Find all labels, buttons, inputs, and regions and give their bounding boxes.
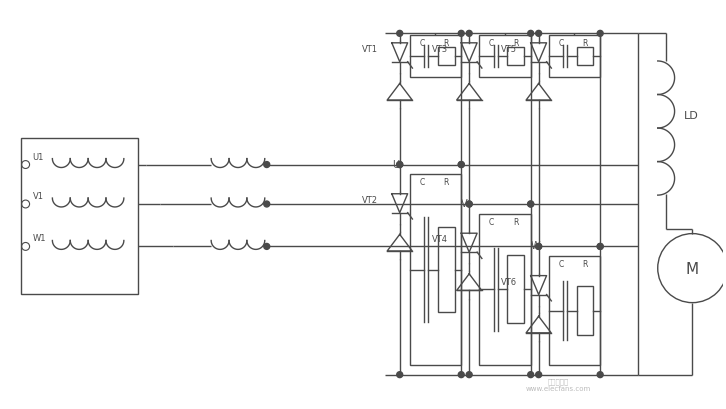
Text: V1: V1 <box>33 191 44 200</box>
Circle shape <box>458 162 464 168</box>
Text: C: C <box>420 178 425 187</box>
Circle shape <box>597 244 603 250</box>
Text: R: R <box>444 39 449 48</box>
Circle shape <box>396 372 403 378</box>
Bar <box>479 36 531 78</box>
Bar <box>438 47 454 66</box>
Circle shape <box>536 244 542 250</box>
Text: U1: U1 <box>33 152 44 161</box>
Text: VT3: VT3 <box>431 45 448 54</box>
Text: VT5: VT5 <box>501 45 517 54</box>
Circle shape <box>264 162 270 168</box>
Text: VT1: VT1 <box>362 45 378 54</box>
Circle shape <box>466 202 472 207</box>
Text: VT4: VT4 <box>431 234 447 243</box>
Text: U: U <box>392 159 399 169</box>
Circle shape <box>528 372 534 378</box>
Circle shape <box>536 31 542 37</box>
Circle shape <box>396 31 403 37</box>
Text: C: C <box>558 39 563 48</box>
Circle shape <box>264 202 270 207</box>
Bar <box>507 256 524 324</box>
Bar <box>479 214 531 365</box>
Bar <box>577 47 593 66</box>
Circle shape <box>536 372 542 378</box>
Circle shape <box>528 202 534 207</box>
Circle shape <box>458 162 464 168</box>
Circle shape <box>466 372 472 378</box>
Text: W1: W1 <box>33 234 46 243</box>
Circle shape <box>536 244 542 250</box>
Bar <box>577 286 593 335</box>
Bar <box>409 175 461 365</box>
Bar <box>438 227 454 312</box>
Circle shape <box>458 372 464 378</box>
Bar <box>409 36 461 78</box>
Circle shape <box>597 31 603 37</box>
Text: R: R <box>513 39 518 48</box>
Text: C: C <box>420 39 425 48</box>
Circle shape <box>597 372 603 378</box>
Bar <box>507 47 524 66</box>
Text: 电子发烧友
www.elecfans.com: 电子发烧友 www.elecfans.com <box>526 378 591 391</box>
Circle shape <box>528 202 534 207</box>
Circle shape <box>264 244 270 250</box>
Circle shape <box>396 162 403 168</box>
Circle shape <box>458 31 464 37</box>
Text: C: C <box>489 217 494 226</box>
Circle shape <box>466 202 472 207</box>
Circle shape <box>597 244 603 250</box>
Text: V: V <box>461 198 468 209</box>
Text: C: C <box>558 260 563 269</box>
Bar <box>20 139 138 294</box>
Circle shape <box>528 31 534 37</box>
Text: LD: LD <box>683 110 698 120</box>
Text: W: W <box>531 241 540 251</box>
Circle shape <box>396 162 403 168</box>
Text: R: R <box>513 217 518 226</box>
Text: VT6: VT6 <box>501 277 517 286</box>
Text: VT2: VT2 <box>362 195 378 204</box>
Bar <box>549 257 600 365</box>
Bar <box>549 36 600 78</box>
Text: R: R <box>582 260 588 269</box>
Circle shape <box>466 31 472 37</box>
Text: C: C <box>489 39 494 48</box>
Text: M: M <box>686 261 699 276</box>
Text: R: R <box>582 39 588 48</box>
Text: R: R <box>444 178 449 187</box>
